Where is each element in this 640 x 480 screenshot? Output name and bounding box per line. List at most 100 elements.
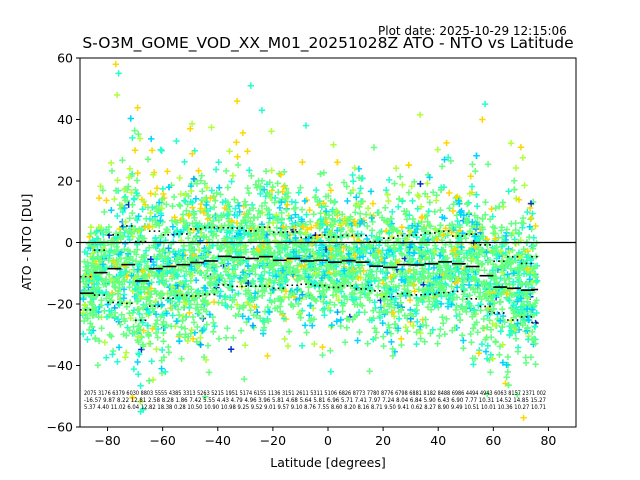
scatter-point xyxy=(229,266,236,273)
scatter-point xyxy=(113,240,121,247)
scatter-point xyxy=(414,205,421,212)
scatter-point xyxy=(136,351,143,358)
scatter-point xyxy=(456,311,463,318)
scatter-point xyxy=(411,288,418,295)
scatter-point xyxy=(473,221,481,228)
scatter-point xyxy=(161,281,169,288)
scatter-point xyxy=(354,301,361,308)
scatter-point xyxy=(91,281,98,288)
scatter-point xyxy=(199,327,206,334)
scatter-point xyxy=(389,208,396,216)
scatter-point xyxy=(131,147,139,154)
scatter-point xyxy=(235,253,242,260)
scatter-point xyxy=(371,299,378,306)
scatter-point xyxy=(309,322,316,329)
scatter-point xyxy=(124,247,132,254)
scatter-point xyxy=(285,267,292,275)
scatter-point xyxy=(155,199,163,206)
scatter-point xyxy=(356,190,363,197)
scatter-point xyxy=(271,305,279,312)
scatter-point xyxy=(233,139,240,146)
scatter-point xyxy=(391,299,398,306)
scatter-point xyxy=(414,222,421,230)
scatter-point xyxy=(131,127,138,134)
scatter-point xyxy=(426,199,433,206)
scatter-point xyxy=(168,304,176,312)
scatter-point xyxy=(218,245,225,252)
x-tick-label: 80 xyxy=(540,433,556,448)
scatter-point xyxy=(137,398,144,405)
scatter-point xyxy=(514,348,522,355)
scatter-point xyxy=(409,215,417,223)
scatter-point xyxy=(134,358,141,366)
scatter-point xyxy=(359,198,366,205)
scatter-point xyxy=(190,175,197,183)
scatter-point xyxy=(222,334,230,341)
scatter-point xyxy=(272,238,279,245)
scatter-point xyxy=(391,313,398,320)
scatter-point xyxy=(150,261,157,269)
scatter-point xyxy=(452,279,459,287)
scatter-point xyxy=(281,335,288,343)
scatter-point xyxy=(424,212,431,219)
scatter-point xyxy=(93,235,101,242)
scatter-point xyxy=(534,277,541,284)
scatter-point xyxy=(91,242,98,250)
scatter-point xyxy=(326,181,333,189)
scatter-point xyxy=(88,323,96,331)
scatter-point xyxy=(134,337,141,344)
scatter-point xyxy=(429,288,436,295)
scatter-point xyxy=(203,201,210,209)
scatter-point xyxy=(395,282,403,289)
scatter-point xyxy=(499,323,506,331)
scatter-point xyxy=(315,249,323,257)
scatter-point xyxy=(165,343,172,351)
scatter-point xyxy=(275,279,283,286)
scatter-point xyxy=(156,222,163,229)
scatter-point xyxy=(115,70,122,77)
scatter-point xyxy=(482,199,489,206)
scatter-point xyxy=(497,248,504,255)
scatter-point xyxy=(411,229,419,236)
scatter-point xyxy=(305,274,312,281)
scatter-point xyxy=(109,351,116,358)
scatter-point xyxy=(115,287,122,295)
scatter-point xyxy=(171,290,178,297)
scatter-point xyxy=(487,294,495,301)
scatter-point xyxy=(88,301,96,308)
scatter-point xyxy=(219,199,226,206)
scatter-point xyxy=(170,231,178,238)
scatter-point xyxy=(372,334,379,342)
scatter-point xyxy=(131,248,138,256)
scatter-point xyxy=(369,218,376,226)
scatter-point xyxy=(473,319,480,326)
scatter-point xyxy=(146,244,153,251)
scatter-point xyxy=(378,253,386,260)
scatter-point xyxy=(506,248,513,256)
scatter-point xyxy=(349,275,356,283)
scatter-point xyxy=(158,301,166,308)
scatter-point xyxy=(272,277,279,284)
scatter-point xyxy=(412,245,419,252)
scatter-point xyxy=(267,290,274,297)
scatter-point xyxy=(129,209,136,217)
scatter-point xyxy=(390,242,398,249)
scatter-point xyxy=(135,213,142,220)
scatter-point xyxy=(376,309,383,316)
scatter-point xyxy=(268,167,275,174)
scatter-point xyxy=(145,309,152,316)
scatter-point xyxy=(427,306,435,313)
scatter-point xyxy=(317,170,324,178)
scatter-point xyxy=(384,329,391,336)
scatter-point xyxy=(484,306,491,314)
scatter-point xyxy=(135,130,142,138)
scatter-point xyxy=(375,283,382,290)
scatter-point xyxy=(283,237,290,245)
scatter-point xyxy=(478,340,486,348)
scatter-point xyxy=(423,237,430,245)
scatter-point xyxy=(489,355,496,362)
scatter-point xyxy=(389,352,397,360)
scatter-point xyxy=(497,291,505,298)
scatter-point xyxy=(486,317,493,324)
scatter-point xyxy=(318,221,326,228)
